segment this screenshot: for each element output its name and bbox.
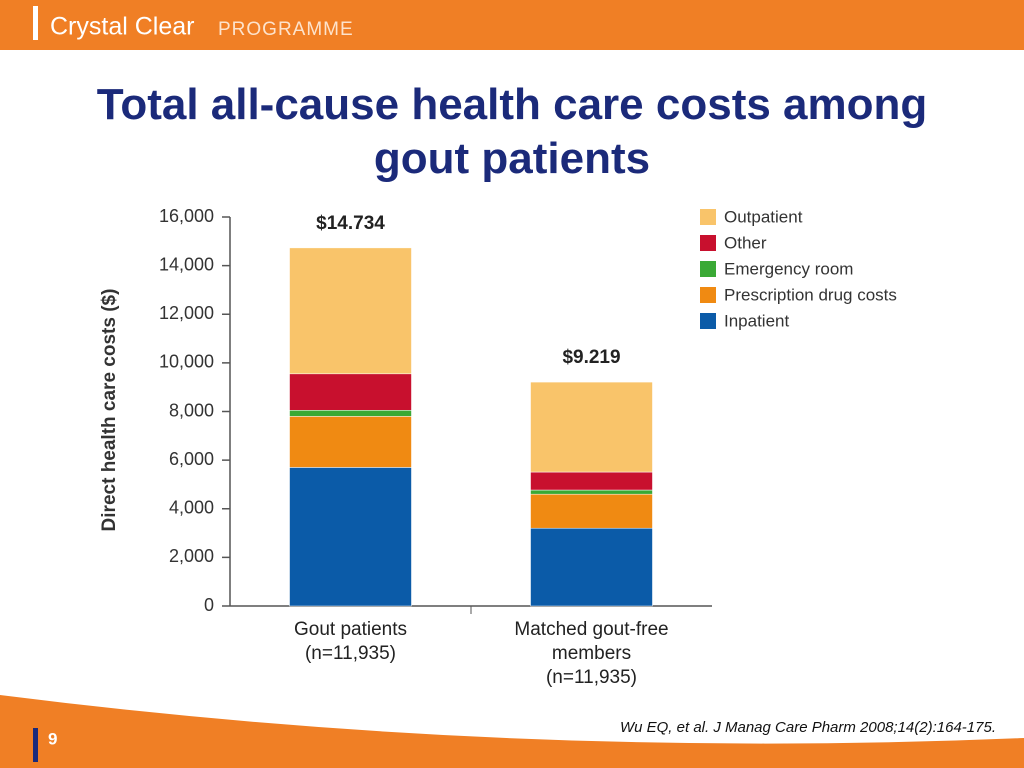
footer-band (0, 695, 1024, 768)
bar-segment (289, 416, 412, 468)
legend-swatch (700, 209, 716, 225)
brand: Crystal Clear (50, 13, 194, 41)
header-bar (0, 0, 1024, 50)
x-tick-label: Gout patients (n=11,935) (293, 619, 408, 664)
programme: PROGRAMME (218, 19, 354, 40)
legend-swatch (700, 313, 716, 329)
slide-title: Total all-cause health care costs among … (96, 80, 928, 183)
bar-segment (530, 493, 653, 529)
legend-swatch (700, 235, 716, 251)
legend-label: Prescription drug costs (724, 285, 897, 304)
y-tick-label: 4,000 (169, 498, 214, 518)
bar-segment (530, 527, 653, 607)
y-tick-label: 10,000 (159, 352, 214, 372)
y-tick-label: 6,000 (169, 449, 214, 469)
bar-segment (289, 373, 412, 411)
bar-segment (530, 471, 653, 491)
bar-segment (530, 489, 653, 495)
bar-segment (289, 410, 412, 417)
citation: Wu EQ, et al. J Manag Care Pharm 2008;14… (620, 719, 996, 736)
y-tick-label: 16,000 (159, 206, 214, 226)
bar-segment (530, 381, 653, 473)
x-tick-label: Matched gout-free members (n=11,935) (514, 619, 669, 688)
y-axis-title: Direct health care costs ($) (99, 289, 120, 532)
legend-label: Emergency room (724, 259, 853, 278)
bar-segment (289, 247, 412, 375)
y-tick-label: 12,000 (159, 303, 214, 323)
legend-label: Other (724, 233, 767, 252)
legend-label: Outpatient (724, 207, 803, 226)
total-label: $14.734 (316, 213, 385, 234)
legend-swatch (700, 287, 716, 303)
y-tick-label: 2,000 (169, 546, 214, 566)
y-tick-label: 14,000 (159, 254, 214, 274)
y-tick-label: 8,000 (169, 400, 214, 420)
footer-mark (33, 728, 38, 762)
legend-swatch (700, 261, 716, 277)
y-tick-label: 0 (204, 595, 214, 615)
legend-label: Inpatient (724, 311, 789, 330)
page-number: 9 (48, 729, 57, 748)
total-label: $9.219 (562, 347, 620, 368)
header-mark (33, 6, 38, 40)
bar-segment (289, 467, 412, 607)
